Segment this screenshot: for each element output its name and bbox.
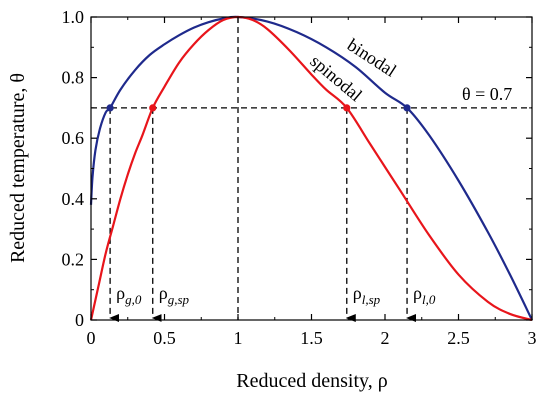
density-label-2: ρl,sp bbox=[353, 283, 381, 307]
intersection-dot-0 bbox=[107, 104, 114, 111]
x-tick-label-5: 2.5 bbox=[447, 328, 470, 348]
density-label-1: ρg,sp bbox=[159, 283, 190, 307]
x-tick-label-4: 2 bbox=[381, 328, 390, 348]
intersection-dot-1 bbox=[149, 104, 156, 111]
density-label-0: ρg,0 bbox=[116, 283, 142, 307]
y-axis-title: Reduced temperature, θ bbox=[7, 73, 29, 263]
y-tick-label-0: 0 bbox=[75, 310, 84, 330]
density-label-3: ρl,0 bbox=[413, 283, 436, 307]
horizontal-reference-label: θ = 0.7 bbox=[462, 84, 512, 104]
x-axis-title: Reduced density, ρ bbox=[236, 370, 387, 392]
x-tick-label-1: 0.5 bbox=[153, 328, 176, 348]
intersection-dot-2 bbox=[343, 104, 350, 111]
x-tick-label-2: 1 bbox=[234, 328, 243, 348]
intersection-dot-3 bbox=[403, 104, 410, 111]
y-tick-label-5: 1.0 bbox=[62, 7, 85, 27]
y-tick-label-4: 0.8 bbox=[62, 68, 85, 88]
x-tick-label-3: 1.5 bbox=[300, 328, 323, 348]
y-tick-label-3: 0.6 bbox=[62, 128, 85, 148]
x-tick-label-6: 3 bbox=[528, 328, 537, 348]
y-tick-label-2: 0.4 bbox=[62, 189, 85, 209]
binodal-curve-label: binodal bbox=[344, 35, 400, 81]
x-tick-label-0: 0 bbox=[87, 328, 96, 348]
y-tick-label-1: 0.2 bbox=[62, 249, 85, 269]
